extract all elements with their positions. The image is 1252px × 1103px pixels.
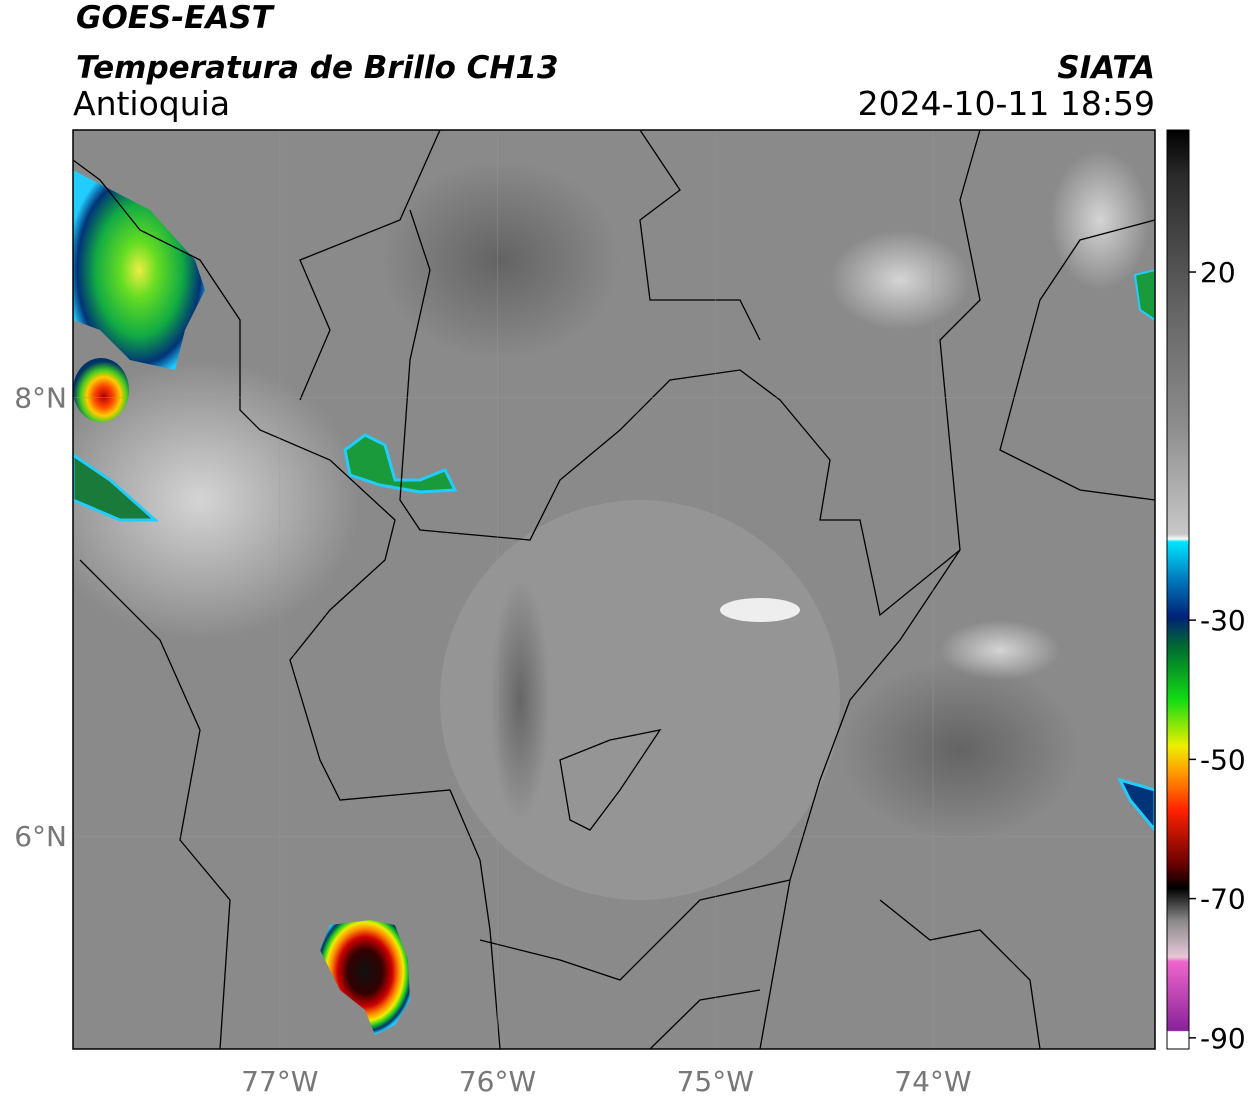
region: Antioquia bbox=[73, 84, 230, 123]
title: GOES-EAST bbox=[76, 0, 276, 36]
x-tick-label: 76°W bbox=[459, 1065, 536, 1098]
map-frame bbox=[72, 129, 1156, 1050]
x-tick-label: 77°W bbox=[241, 1065, 318, 1098]
colorbar-tick-label: -30 bbox=[1200, 604, 1246, 637]
colorbar-tick-label: -50 bbox=[1200, 743, 1246, 776]
colorbar bbox=[1166, 129, 1190, 1050]
datetime: 2024-10-11 18:59 bbox=[858, 84, 1155, 123]
satellite-image bbox=[73, 130, 1155, 1049]
y-tick-label: 6°N bbox=[14, 820, 67, 853]
y-tick-label: 8°N bbox=[14, 382, 67, 415]
subtitle: Temperatura de Brillo CH13 bbox=[76, 50, 559, 86]
source: SIATA bbox=[1057, 50, 1155, 86]
colorbar-tick-label: -90 bbox=[1200, 1022, 1246, 1055]
x-tick-label: 74°W bbox=[894, 1065, 971, 1098]
colorbar-tick-label: -70 bbox=[1200, 883, 1246, 916]
x-tick-label: 75°W bbox=[677, 1065, 754, 1098]
colorbar-tick-label: 20 bbox=[1200, 256, 1236, 289]
